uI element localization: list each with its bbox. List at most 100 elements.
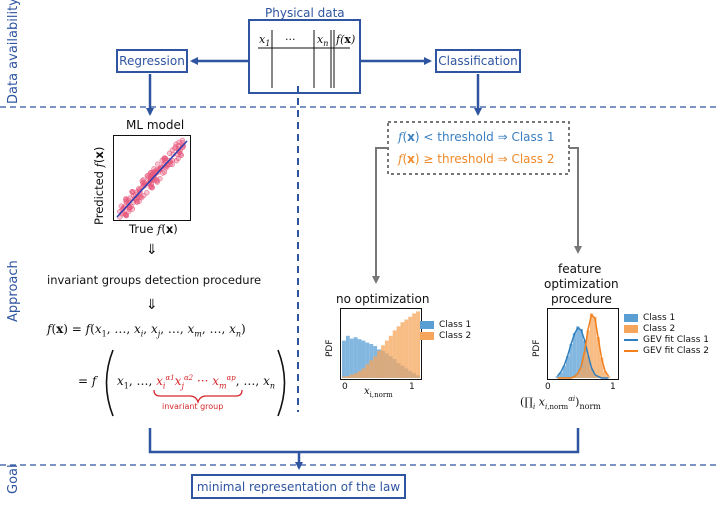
histogram-bar — [600, 357, 604, 378]
gev-fit-line — [557, 313, 610, 379]
gev-fit-line — [556, 326, 609, 379]
histogram-bar — [576, 373, 580, 378]
histogram-bar — [559, 372, 563, 378]
table-header-x1: x1 — [259, 33, 271, 49]
histogram-bar — [396, 326, 401, 378]
histogram-bar — [606, 376, 611, 378]
histogram-bar — [381, 345, 385, 378]
feature-optimization-xlabel: (∏i xi,normαi)norm — [520, 395, 601, 411]
histogram-bar — [349, 338, 354, 378]
scatter-point — [144, 173, 150, 179]
scatter-point — [176, 139, 182, 146]
no-optimization-title: no optimization — [336, 292, 430, 306]
histogram-bar — [345, 335, 350, 378]
histogram-bar — [369, 360, 374, 378]
ml-scatter-plot — [113, 135, 191, 221]
feature-optimization-legend: Class 1 Class 2 GEV fit Class 1 GEV fit … — [624, 312, 709, 356]
histogram-bar — [392, 330, 397, 378]
histogram-bar — [408, 316, 413, 378]
arrow-to-no-optimization — [372, 147, 388, 284]
histogram-bar — [361, 368, 366, 378]
histogram-bar — [377, 350, 381, 378]
feature-optimization-xtick-1: 1 — [610, 382, 616, 392]
invariant-group-label: invariant group — [162, 402, 224, 411]
scatter-point — [123, 199, 129, 205]
no-optimization-xlabel: xi,norm — [364, 386, 393, 399]
no-optimization-histogram — [340, 308, 422, 380]
table-header-dots: ··· — [285, 33, 296, 46]
histogram-bar — [357, 371, 362, 378]
histogram-bar — [365, 342, 370, 378]
histogram-bar — [412, 313, 417, 378]
histogram-bar — [583, 352, 587, 378]
histogram-bar — [562, 365, 566, 378]
arrow-to-feature-optimization — [569, 147, 582, 254]
no-optimization-legend: Class 1 Class 2 — [420, 319, 471, 341]
histogram-bar — [603, 371, 607, 378]
table-header-xn: xn — [317, 33, 329, 49]
histogram-bar — [342, 376, 346, 378]
physical-data-title: Physical data — [265, 6, 345, 20]
histogram-bar — [579, 367, 583, 378]
goal-connector-left — [148, 428, 580, 454]
histogram-bar — [593, 316, 597, 378]
histogram-bar — [357, 339, 362, 378]
histogram-bar — [569, 344, 573, 378]
implies-arrow-2: ⇓ — [146, 297, 158, 313]
scatter-point — [144, 190, 150, 196]
scatter-point — [160, 170, 166, 176]
scatter-point — [149, 184, 155, 191]
no-optimization-ylabel: PDF — [325, 339, 335, 357]
regression-box: Regression — [116, 49, 188, 73]
histogram-bar — [353, 337, 358, 378]
histogram-bar — [566, 356, 570, 378]
histogram-bar — [342, 340, 346, 378]
scatter-point — [155, 161, 161, 167]
scatter-point — [151, 166, 157, 172]
feature-optimization-ylabel: PDF — [532, 339, 542, 357]
scatter-point — [173, 141, 179, 147]
feature-optimization-title-2: optimization — [544, 277, 619, 291]
section-label-approach: Approach — [6, 260, 21, 322]
invariant-procedure-text: invariant groups detection procedure — [47, 273, 262, 287]
section-label-goal: Goal — [6, 464, 21, 494]
table-header-fx: f(x) — [336, 33, 356, 46]
no-optimization-xtick-0: 0 — [342, 382, 348, 392]
scatter-point — [172, 145, 178, 151]
invariant-group-brace — [153, 389, 243, 405]
scatter-point — [134, 197, 140, 203]
goal-box-text: minimal representation of the law — [196, 480, 401, 494]
histogram-bar — [353, 373, 358, 378]
equation-line-2-args: x1, …, xiα1xjα2 ··· xmαp, …, xn — [117, 374, 275, 391]
feature-optimization-title-1: feature — [558, 262, 602, 276]
histogram-bar — [576, 326, 580, 378]
feature-optimization-title-3: procedure — [551, 292, 612, 306]
histogram-bar — [388, 335, 393, 378]
scatter-point — [175, 155, 181, 162]
histogram-bar — [361, 340, 366, 378]
histogram-bar — [384, 340, 389, 378]
histogram-bar — [555, 376, 560, 378]
physical-data-box-border — [248, 19, 361, 94]
section-label-data-availability: Data availability — [6, 0, 21, 104]
ml-ylabel: Predicted f(x) — [92, 146, 106, 225]
feature-optimization-xtick-0: 0 — [545, 382, 551, 392]
ml-model-title: ML model — [126, 118, 185, 132]
threshold-class2: f(x) ≥ threshold ⇒ Class 2 — [398, 152, 555, 166]
histogram-bar — [596, 337, 600, 378]
histogram-bar — [572, 333, 577, 378]
histogram-bar — [349, 374, 354, 378]
histogram-bar — [404, 319, 409, 378]
scatter-point — [157, 176, 163, 182]
scatter-point — [127, 204, 133, 210]
no-optimization-xtick-1: 1 — [409, 382, 415, 392]
scatter-point — [154, 167, 160, 173]
equation-line-2-prefix: = f — [78, 374, 97, 388]
histogram-bar — [400, 322, 405, 378]
histogram-bar — [579, 329, 583, 378]
feature-optimization-histogram — [547, 308, 619, 380]
equation-line-1: f(x) = f(x1, …, xi, xj, …, xm, …, xn) — [47, 322, 246, 339]
threshold-class1: f(x) < threshold ⇒ Class 1 — [398, 130, 555, 144]
